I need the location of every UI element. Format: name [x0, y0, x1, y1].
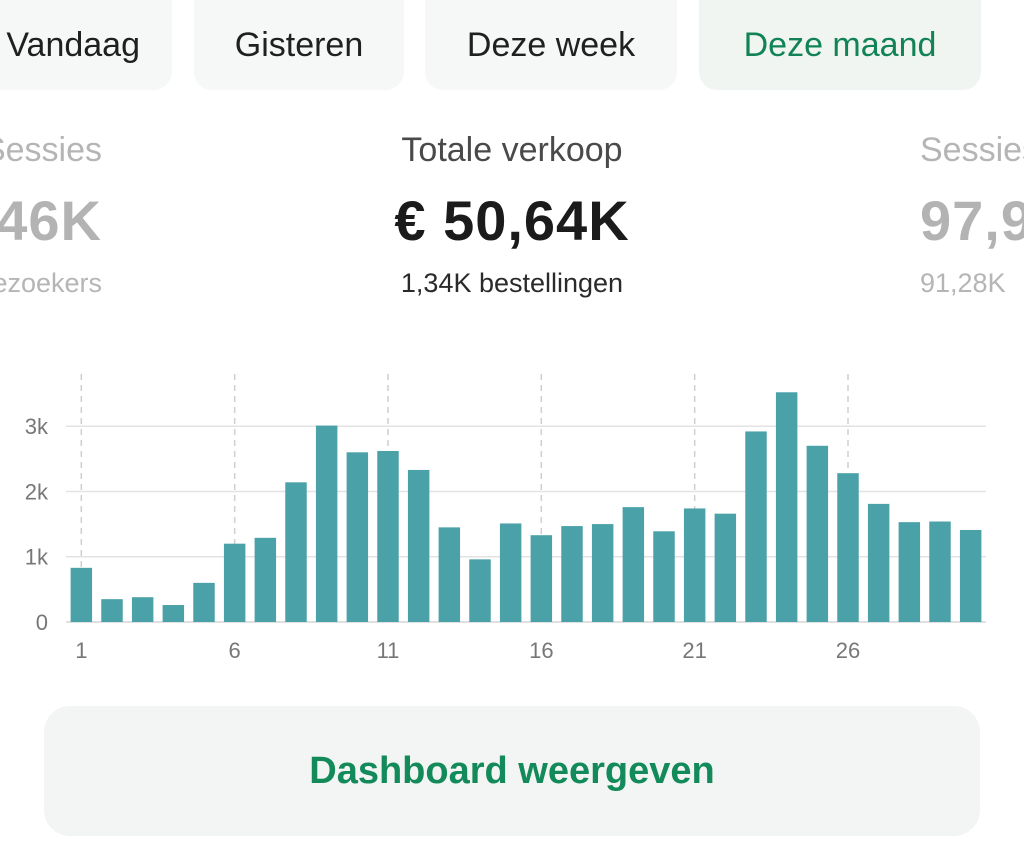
bar-day-24: [775, 392, 798, 622]
y-tick-label: 1k: [25, 545, 49, 570]
stat-label: Totale verkoop: [401, 131, 623, 169]
tab-vandaag[interactable]: Vandaag: [0, 0, 172, 90]
y-tick-label: 0: [36, 610, 48, 635]
stats-carousel[interactable]: Sessies 46K bezoekers Totale verkoop € 5…: [0, 130, 1024, 320]
bar-day-7: [254, 537, 277, 622]
bar-day-2: [101, 599, 123, 622]
bar-day-21: [683, 508, 706, 622]
bar-day-20: [653, 531, 675, 622]
bar-day-15: [499, 523, 522, 622]
tab-deze-week[interactable]: Deze week: [425, 0, 677, 90]
bar-day-9: [315, 425, 338, 622]
tab-deze-maand-label: Deze maand: [743, 26, 937, 64]
x-tick-label: 1: [75, 638, 87, 663]
sales-bar-chart: 0 1k 2k 3k 1 6 11 16 21 26: [0, 360, 1024, 680]
bar-day-1: [70, 567, 93, 622]
stat-card-sessions-next[interactable]: Sessies 97,9 91,28K: [920, 130, 1024, 300]
bar-day-25: [806, 445, 829, 622]
bar-day-17: [561, 526, 583, 622]
date-range-tabs: Vandaag Gisteren Deze week Deze maand: [0, 0, 1024, 92]
tab-deze-maand[interactable]: Deze maand: [699, 0, 981, 90]
tab-gisteren[interactable]: Gisteren: [194, 0, 404, 90]
bar-day-23: [745, 431, 767, 622]
x-tick-label: 11: [377, 638, 400, 663]
stat-sub: 1,34K bestellingen: [400, 268, 624, 298]
bar-day-16: [530, 535, 553, 622]
bar-day-18: [591, 524, 614, 622]
bar-day-27: [867, 503, 890, 622]
bar-day-26: [837, 473, 859, 622]
bar-day-28: [898, 522, 921, 622]
bar-day-6: [223, 543, 246, 622]
stat-value: € 50,64K: [394, 189, 630, 252]
x-tick-label: 21: [682, 638, 706, 663]
y-tick-label: 2k: [25, 479, 49, 504]
x-tick-label: 16: [529, 638, 553, 663]
x-tick-label: 26: [836, 638, 860, 663]
bar-day-11: [377, 451, 399, 622]
tab-vandaag-label: Vandaag: [6, 26, 140, 64]
bar-day-12: [407, 469, 430, 622]
stat-label: Sessies: [0, 131, 102, 169]
stat-card-sessions-prev[interactable]: Sessies 46K bezoekers: [0, 130, 102, 300]
x-tick-label: 6: [229, 638, 241, 663]
tab-gisteren-label: Gisteren: [234, 26, 364, 64]
bar-day-4: [162, 605, 185, 622]
bar-day-10: [346, 452, 369, 622]
stat-value: 46K: [0, 189, 102, 252]
stat-label: Sessies: [920, 131, 1024, 169]
bar-day-29: [929, 521, 951, 622]
bar-day-13: [438, 527, 461, 622]
stat-sub: bezoekers: [0, 268, 102, 298]
stat-card-total-sales[interactable]: Totale verkoop € 50,64K 1,34K bestelling…: [394, 130, 629, 300]
view-dashboard-button[interactable]: Dashboard weergeven: [44, 706, 980, 836]
bar-day-3: [131, 597, 154, 622]
bar-day-14: [469, 559, 491, 622]
y-tick-label: 3k: [25, 414, 49, 439]
bar-day-5: [193, 582, 215, 622]
stat-sub: 91,28K: [920, 268, 1006, 298]
stat-value: 97,9: [920, 189, 1024, 252]
bar-day-19: [622, 507, 645, 622]
tab-deze-week-label: Deze week: [466, 26, 636, 64]
bar-day-30: [959, 529, 982, 622]
bar-day-22: [714, 513, 737, 622]
bar-day-8: [285, 482, 307, 622]
